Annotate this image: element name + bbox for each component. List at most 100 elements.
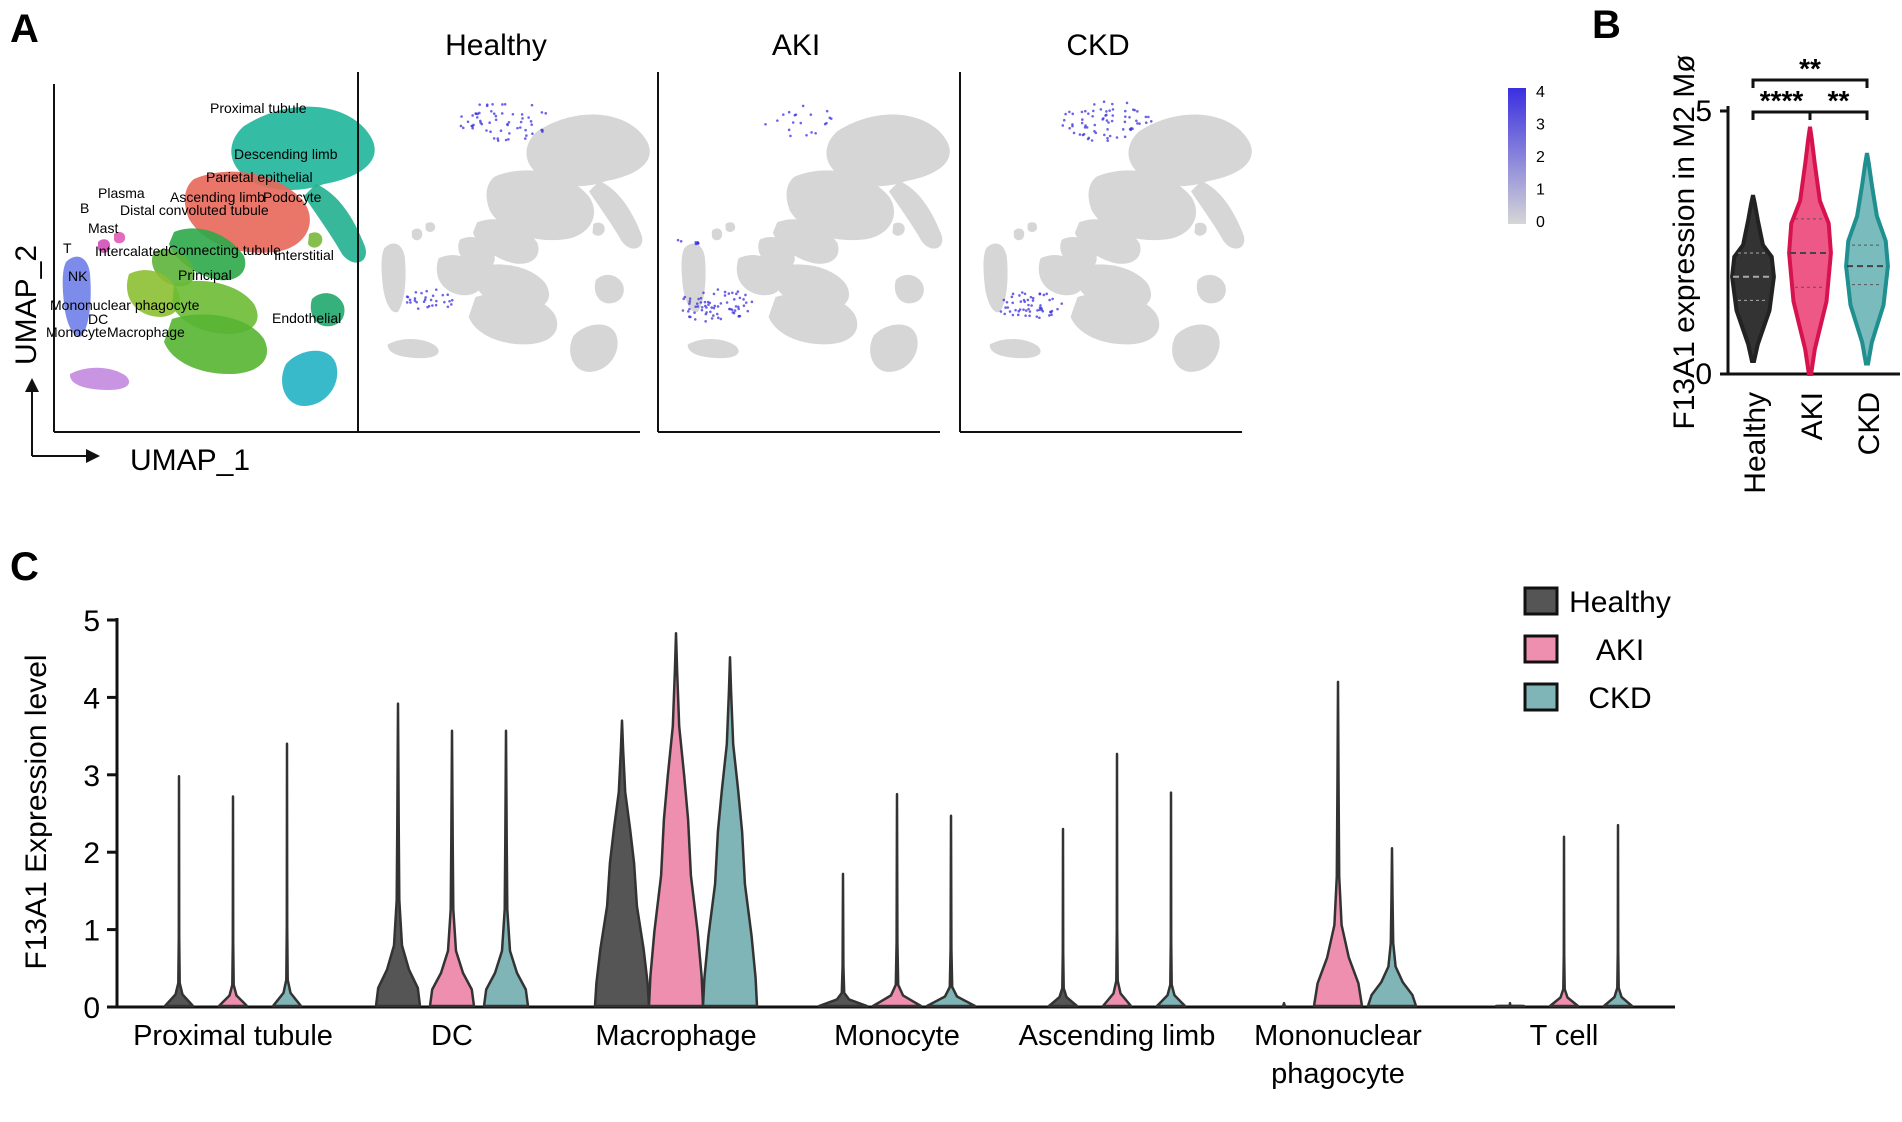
- cluster-label-mast: Mast: [88, 220, 118, 236]
- cells-proximal-tubule: [526, 114, 650, 187]
- expressing-cell: [695, 302, 699, 305]
- expressing-cell: [1093, 123, 1097, 127]
- cells-principal: [468, 293, 558, 345]
- expressing-cell: [1050, 313, 1053, 317]
- expressing-cell: [1029, 295, 1033, 299]
- cluster-label-distal-convoluted-tubule: Distal convoluted tubule: [120, 202, 269, 218]
- expressing-cell: [1087, 112, 1090, 115]
- expressing-cell: [1035, 315, 1039, 318]
- feature-plot-aki: AKI: [657, 29, 950, 433]
- expressing-cell: [805, 133, 808, 137]
- panel-c-x-tick-label: Monocyte: [834, 1020, 960, 1052]
- expressing-cell: [494, 118, 498, 122]
- cluster-descending-limb: [304, 184, 366, 263]
- expressing-cell: [794, 113, 798, 116]
- umap-x-label: UMAP_1: [130, 444, 250, 477]
- expressing-cell: [732, 298, 736, 301]
- expressing-cell: [416, 307, 420, 310]
- expressing-cell: [1072, 131, 1076, 135]
- expressing-cell: [828, 116, 832, 120]
- expressing-cell: [799, 121, 803, 125]
- cells-podocyte: [1194, 222, 1207, 236]
- expressing-cell: [731, 291, 734, 295]
- expressing-cell: [719, 317, 723, 321]
- cluster-label-connecting-tubule: Connecting tubule: [168, 242, 281, 258]
- expressing-cell: [1135, 119, 1138, 123]
- expressing-cell: [699, 301, 703, 304]
- umap-cluster-blobs: [62, 106, 375, 406]
- expressing-cell: [727, 292, 731, 295]
- expressing-cell: [810, 131, 813, 134]
- colorbar-tick-label: 3: [1536, 117, 1545, 134]
- cells-descending-limb: [1191, 181, 1245, 249]
- expressing-cell: [1108, 109, 1111, 112]
- umap-2-arrowhead: [25, 378, 39, 392]
- expressing-cell: [441, 293, 445, 297]
- expressing-cell: [1011, 292, 1015, 296]
- cluster-label-ascending-limb: Ascending limb: [170, 189, 265, 205]
- expressing-cell: [746, 309, 750, 313]
- panel-c-x-tick-label: Proximal tubule: [133, 1020, 333, 1052]
- expressing-cell: [681, 309, 685, 312]
- cells-podocyte: [592, 222, 605, 236]
- cluster-label-endothelial: Endothelial: [272, 310, 341, 326]
- cells-ascending-limb: [772, 219, 839, 264]
- expressing-cell: [1086, 137, 1090, 141]
- expressing-cell: [507, 120, 511, 124]
- expressing-cell: [688, 300, 692, 303]
- panel-c-violin-monocyte-healthy: [817, 872, 869, 1008]
- expressing-cell: [478, 111, 481, 115]
- expressing-cell: [1023, 292, 1027, 296]
- expressing-cell: [431, 294, 435, 298]
- panel-c-x-tick-label: T cell: [1530, 1020, 1599, 1052]
- expressing-cell: [501, 103, 504, 106]
- cluster-plasma: [114, 231, 126, 244]
- expressing-cell: [1105, 113, 1108, 117]
- expressing-cell: [1092, 109, 1095, 113]
- expressing-cell: [1071, 112, 1075, 116]
- expressing-cell: [719, 302, 723, 305]
- expressing-cell: [461, 126, 465, 130]
- expressing-cell: [1084, 109, 1087, 113]
- expressing-cell: [787, 128, 791, 132]
- expressing-cell: [1102, 117, 1105, 120]
- expressing-cell: [530, 103, 534, 107]
- cells-principal: [1070, 293, 1160, 345]
- expressing-cell: [1081, 133, 1085, 137]
- expressing-cell: [1106, 128, 1109, 131]
- expressing-cell: [1028, 314, 1031, 318]
- panel-b-x-tick-label: Healthy: [1739, 392, 1772, 494]
- expressing-cell: [525, 134, 528, 137]
- cells-interstitial: [1196, 274, 1226, 304]
- feature-plot-cells: [381, 102, 650, 372]
- expressing-cell: [405, 301, 409, 304]
- panel-b-y-tick-label: 0: [1695, 358, 1712, 391]
- expressing-cell: [1062, 118, 1066, 122]
- expressing-cell: [1008, 310, 1012, 313]
- expressing-cell: [405, 295, 409, 298]
- expressing-cell: [742, 304, 746, 307]
- umap-cluster-plot: Proximal tubule Descending limb Parietal e…: [46, 84, 422, 433]
- expressing-cell: [742, 298, 745, 301]
- expressing-cell: [489, 130, 492, 134]
- expressing-cell: [431, 304, 434, 307]
- cells-ascending-limb: [1074, 219, 1141, 264]
- expressing-cell: [479, 121, 482, 124]
- panel-c-x-tick-label: Macrophage: [595, 1020, 756, 1052]
- expressing-cell: [703, 300, 707, 304]
- cluster-podocyte: [308, 232, 323, 248]
- expressing-cell: [1080, 110, 1084, 114]
- expressing-cell: [1147, 115, 1150, 119]
- panel-c-legend-swatch-healthy: [1523, 586, 1559, 616]
- expressing-cell: [825, 121, 828, 125]
- expressing-cell: [825, 109, 829, 113]
- expressing-cell: [1027, 303, 1030, 307]
- umap-y-label: UMAP_2: [10, 245, 43, 365]
- cells-interstitial: [894, 274, 924, 304]
- cluster-label-dc: DC: [88, 311, 108, 327]
- expressing-cell: [508, 132, 511, 135]
- expressing-cell: [700, 308, 704, 312]
- expressing-cell: [424, 296, 427, 299]
- expressing-cell: [710, 317, 714, 320]
